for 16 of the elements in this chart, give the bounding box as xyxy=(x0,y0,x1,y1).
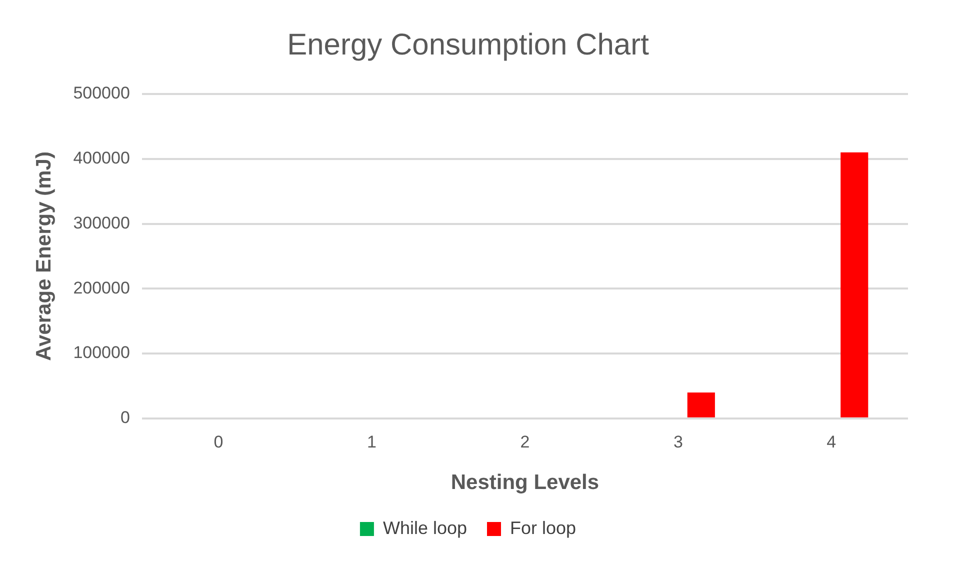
chart-title: Energy Consumption Chart xyxy=(287,28,650,62)
x-axis-title: Nesting Levels xyxy=(450,471,600,494)
y-tick-label: 200000 xyxy=(73,278,130,298)
y-tick-label: 100000 xyxy=(73,343,130,362)
y-tick-label: 500000 xyxy=(73,84,130,103)
y-tick-label: 300000 xyxy=(73,213,130,232)
x-tick-label: 2 xyxy=(520,432,530,452)
y-tick-label: 400000 xyxy=(73,148,130,168)
y-axis-title: Average Energy (mJ) xyxy=(32,152,56,361)
x-tick-label: 0 xyxy=(214,432,224,452)
y-tick-label: 0 xyxy=(120,408,130,428)
legend-label: For loop xyxy=(510,518,576,538)
x-tick-label: 1 xyxy=(367,432,376,452)
legend-label: While loop xyxy=(382,518,468,538)
x-tick-label: 3 xyxy=(673,432,683,452)
x-tick-label: 4 xyxy=(826,432,836,452)
